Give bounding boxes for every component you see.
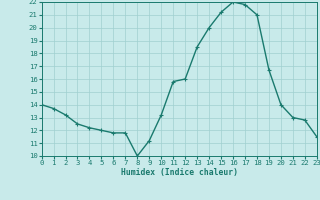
X-axis label: Humidex (Indice chaleur): Humidex (Indice chaleur) [121, 168, 238, 177]
